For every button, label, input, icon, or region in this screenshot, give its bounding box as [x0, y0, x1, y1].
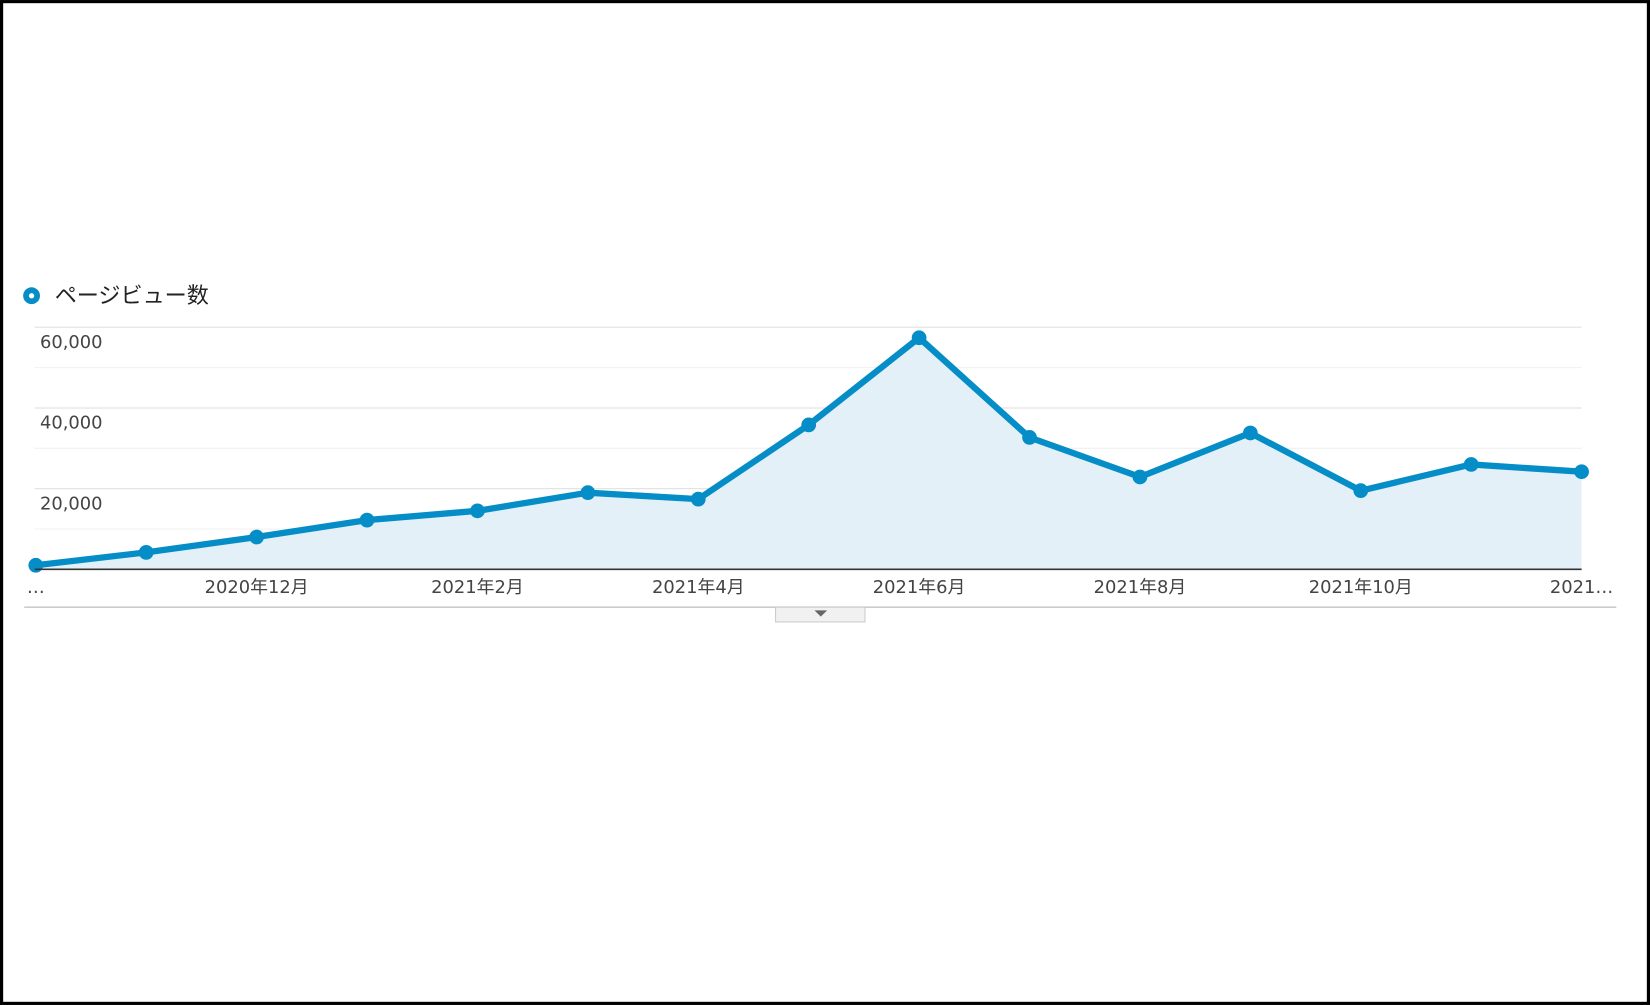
y-tick-label: 60,000: [40, 332, 103, 353]
x-tick-label: 2021年4月: [652, 577, 745, 598]
point: [1463, 457, 1479, 472]
point: [1353, 483, 1369, 499]
x-tick-label: …: [27, 577, 45, 598]
point: [580, 485, 596, 501]
point: [801, 417, 817, 433]
point: [138, 545, 154, 560]
x-tick-label: 2021…: [1550, 577, 1613, 598]
point: [1242, 425, 1258, 441]
legend-marker-center: [28, 293, 35, 299]
point: [359, 512, 375, 528]
point: [690, 491, 706, 507]
area: [35, 337, 1582, 570]
point: [1132, 469, 1148, 485]
x-tick-label: 2021年8月: [1094, 577, 1187, 598]
x-tick-label: 2021年6月: [873, 577, 966, 598]
expand-arrow: [814, 610, 828, 617]
point: [470, 503, 485, 519]
point: [1022, 430, 1037, 445]
y-tick-label: 40,000: [40, 413, 103, 434]
point: [1574, 464, 1589, 480]
x-tick-label: 2021年2月: [431, 577, 524, 598]
y-tick-label: 20,000: [40, 493, 103, 514]
plot: 20,000 40,000 60,000 ページビュー数 … 2020年12月 2021年2…: [23, 283, 1613, 598]
point: [249, 529, 264, 545]
x-tick-label: 2021年10月: [1309, 577, 1413, 598]
point: [911, 330, 927, 346]
point: [28, 557, 44, 573]
legend-text: ページビュー数: [55, 283, 209, 309]
x-tick-label: 2020年12月: [205, 577, 309, 598]
